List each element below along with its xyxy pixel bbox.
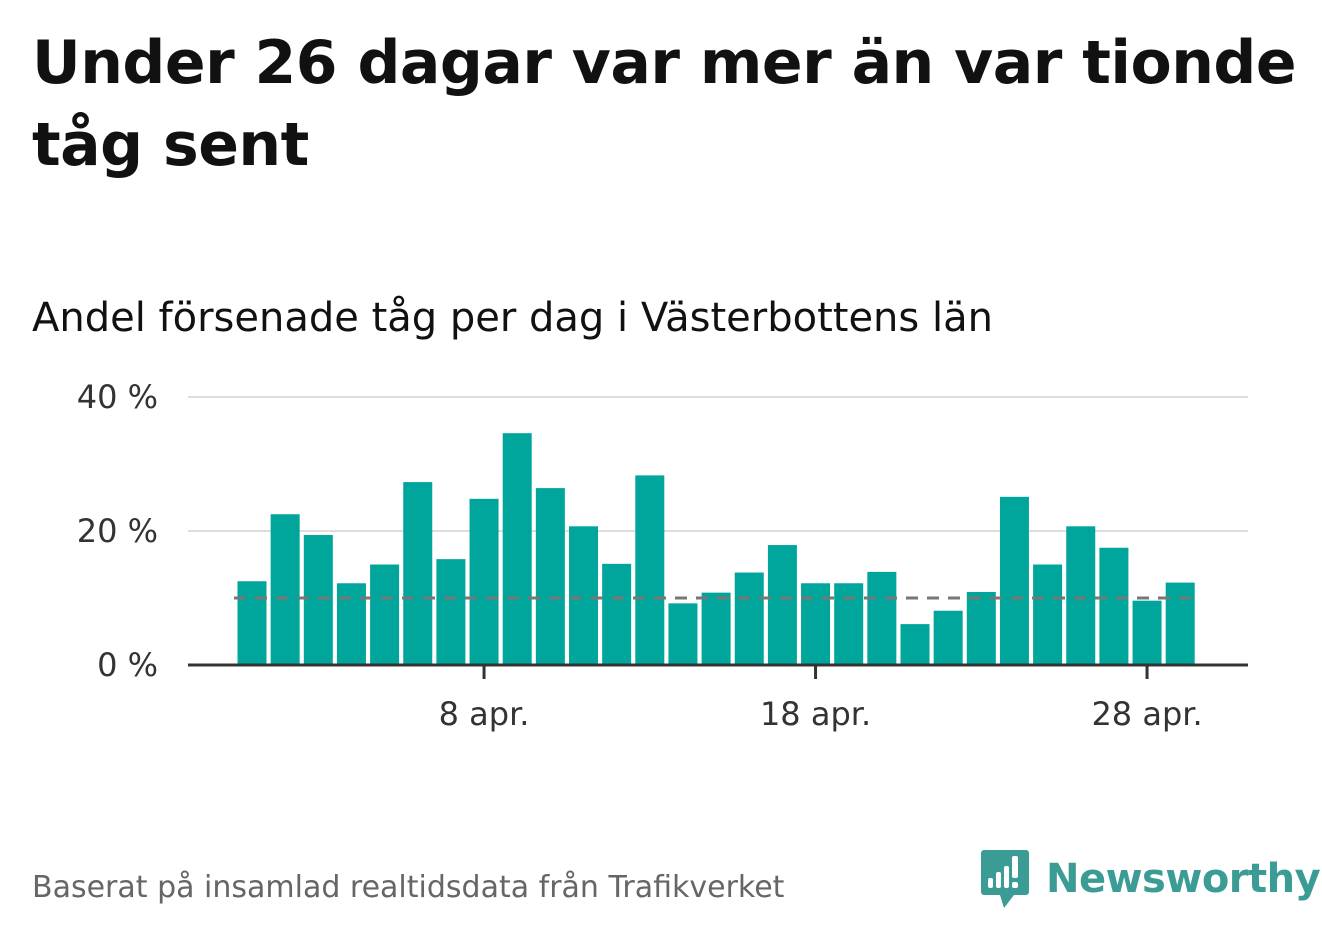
brand-logo[interactable]: Newsworthy bbox=[980, 848, 1321, 910]
bar bbox=[1099, 547, 1129, 665]
source-note: Baserat på insamlad realtidsdata från Tr… bbox=[32, 870, 785, 905]
bar bbox=[1132, 600, 1162, 665]
x-tick-label: 8 apr. bbox=[439, 695, 530, 733]
bar bbox=[801, 583, 831, 665]
bar bbox=[237, 581, 267, 665]
bar bbox=[403, 482, 433, 665]
chart-title: Under 26 dagar var mer än var tionde tåg… bbox=[32, 28, 1297, 180]
bar bbox=[867, 571, 897, 665]
grid-lines bbox=[188, 396, 1248, 532]
bar bbox=[1066, 526, 1096, 665]
bar bbox=[436, 559, 466, 665]
bar bbox=[270, 514, 300, 665]
bar bbox=[767, 545, 797, 665]
bar bbox=[900, 624, 930, 665]
bar bbox=[834, 583, 864, 665]
x-tick-label: 18 apr. bbox=[760, 695, 871, 733]
axes bbox=[188, 663, 1248, 679]
bar bbox=[635, 475, 665, 665]
tick-labels: 0 % 20 % 40 % 8 apr. 18 apr. 28 apr. bbox=[77, 378, 1203, 733]
bar bbox=[999, 496, 1029, 665]
bar bbox=[668, 603, 698, 665]
bar bbox=[336, 583, 366, 665]
chart-subtitle: Andel försenade tåg per dag i Västerbott… bbox=[32, 295, 993, 341]
bar bbox=[966, 591, 996, 665]
bar bbox=[602, 563, 632, 665]
bar bbox=[535, 488, 565, 665]
bar bbox=[303, 535, 333, 665]
y-tick-label: 0 % bbox=[97, 646, 158, 684]
bar bbox=[1165, 582, 1195, 665]
bar bbox=[734, 572, 764, 665]
y-tick-label: 20 % bbox=[77, 512, 158, 550]
bar bbox=[370, 564, 400, 665]
bar-chart: 0 % 20 % 40 % 8 apr. 18 apr. 28 apr. bbox=[77, 378, 1248, 733]
newsworthy-logo-icon bbox=[981, 850, 1029, 908]
bar bbox=[569, 526, 598, 665]
bar bbox=[933, 610, 963, 665]
bar bbox=[469, 498, 499, 665]
y-tick-label: 40 % bbox=[77, 378, 158, 416]
brand-name: Newsworthy bbox=[1046, 856, 1321, 902]
bar bbox=[701, 592, 731, 665]
bars bbox=[237, 433, 1195, 665]
x-tick-label: 28 apr. bbox=[1091, 695, 1202, 733]
bar bbox=[502, 433, 532, 665]
bar bbox=[1033, 564, 1063, 665]
